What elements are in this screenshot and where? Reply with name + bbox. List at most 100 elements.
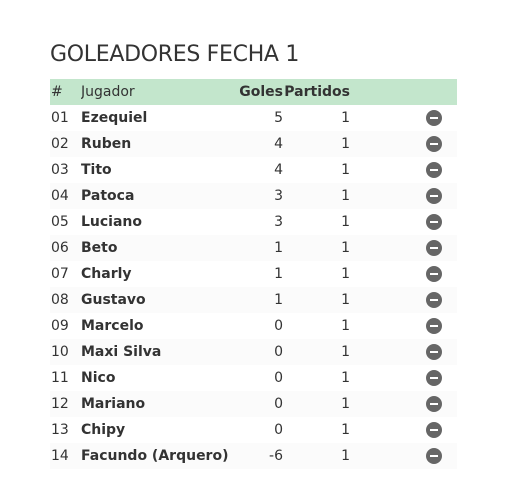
table-row: 14 Facundo (Arquero) -6 1 (50, 443, 457, 469)
row-goals: 5 (274, 110, 283, 126)
row-goals: 1 (274, 292, 283, 308)
scorers-table: # Jugador Goles Partidos 01 Ezequiel 5 1 02 R… (50, 79, 457, 469)
row-player: Ruben (81, 136, 132, 152)
row-action (351, 448, 457, 464)
row-player: Facundo (Arquero) (81, 448, 229, 464)
row-player: Luciano (81, 214, 143, 230)
row-action (351, 422, 457, 438)
row-matches: 1 (341, 240, 350, 256)
row-num: 03 (51, 162, 69, 178)
row-num: 13 (51, 422, 69, 438)
remove-icon[interactable] (426, 110, 442, 126)
remove-icon[interactable] (426, 214, 442, 230)
row-matches: 1 (341, 344, 350, 360)
row-goals: 0 (274, 370, 283, 386)
remove-icon[interactable] (426, 292, 442, 308)
table-header: # Jugador Goles Partidos (50, 79, 457, 105)
table-body: 01 Ezequiel 5 1 02 Ruben 4 1 03 Tito 4 1 04 Patoca 3 1 0… (50, 105, 457, 469)
row-num: 10 (51, 344, 69, 360)
row-goals: 0 (274, 344, 283, 360)
row-matches: 1 (341, 214, 350, 230)
row-matches: 1 (341, 110, 350, 126)
row-goals: -6 (269, 448, 283, 464)
row-player: Chipy (81, 422, 126, 438)
row-num: 14 (51, 448, 69, 464)
header-goals: Goles (239, 84, 283, 100)
table-row: 08 Gustavo 1 1 (50, 287, 457, 313)
row-player: Nico (81, 370, 116, 386)
table-row: 01 Ezequiel 5 1 (50, 105, 457, 131)
row-player: Charly (81, 266, 132, 282)
row-action (351, 162, 457, 178)
row-matches: 1 (341, 318, 350, 334)
table-row: 06 Beto 1 1 (50, 235, 457, 261)
row-num: 06 (51, 240, 69, 256)
row-player: Ezequiel (81, 110, 148, 126)
row-matches: 1 (341, 136, 350, 152)
row-num: 12 (51, 396, 69, 412)
row-action (351, 188, 457, 204)
row-player: Tito (81, 162, 112, 178)
row-matches: 1 (341, 422, 350, 438)
table-row: 12 Mariano 0 1 (50, 391, 457, 417)
row-matches: 1 (341, 162, 350, 178)
row-action (351, 266, 457, 282)
row-goals: 0 (274, 318, 283, 334)
remove-icon[interactable] (426, 240, 442, 256)
row-player: Gustavo (81, 292, 146, 308)
remove-icon[interactable] (426, 318, 442, 334)
row-num: 05 (51, 214, 69, 230)
row-action (351, 318, 457, 334)
remove-icon[interactable] (426, 266, 442, 282)
row-goals: 3 (274, 188, 283, 204)
row-goals: 1 (274, 266, 283, 282)
header-num: # (51, 84, 63, 100)
row-num: 09 (51, 318, 69, 334)
row-num: 04 (51, 188, 69, 204)
row-num: 02 (51, 136, 69, 152)
table-row: 10 Maxi Silva 0 1 (50, 339, 457, 365)
row-action (351, 240, 457, 256)
remove-icon[interactable] (426, 396, 442, 412)
page-title: GOLEADORES FECHA 1 (50, 42, 300, 67)
remove-icon[interactable] (426, 448, 442, 464)
row-goals: 3 (274, 214, 283, 230)
row-num: 01 (51, 110, 69, 126)
remove-icon[interactable] (426, 188, 442, 204)
row-action (351, 110, 457, 126)
table-row: 03 Tito 4 1 (50, 157, 457, 183)
table-row: 09 Marcelo 0 1 (50, 313, 457, 339)
row-matches: 1 (341, 188, 350, 204)
remove-icon[interactable] (426, 370, 442, 386)
row-action (351, 214, 457, 230)
row-player: Patoca (81, 188, 135, 204)
row-goals: 1 (274, 240, 283, 256)
table-row: 13 Chipy 0 1 (50, 417, 457, 443)
remove-icon[interactable] (426, 344, 442, 360)
table-row: 04 Patoca 3 1 (50, 183, 457, 209)
row-player: Maxi Silva (81, 344, 162, 360)
row-action (351, 136, 457, 152)
row-num: 11 (51, 370, 69, 386)
row-matches: 1 (341, 370, 350, 386)
row-action (351, 292, 457, 308)
row-goals: 0 (274, 396, 283, 412)
remove-icon[interactable] (426, 136, 442, 152)
table-row: 05 Luciano 3 1 (50, 209, 457, 235)
row-goals: 4 (274, 136, 283, 152)
row-goals: 0 (274, 422, 283, 438)
header-player: Jugador (81, 84, 135, 100)
row-matches: 1 (341, 266, 350, 282)
row-player: Marcelo (81, 318, 144, 334)
table-row: 11 Nico 0 1 (50, 365, 457, 391)
table-row: 07 Charly 1 1 (50, 261, 457, 287)
table-row: 02 Ruben 4 1 (50, 131, 457, 157)
row-matches: 1 (341, 448, 350, 464)
row-num: 07 (51, 266, 69, 282)
remove-icon[interactable] (426, 162, 442, 178)
row-player: Beto (81, 240, 118, 256)
remove-icon[interactable] (426, 422, 442, 438)
row-action (351, 396, 457, 412)
row-num: 08 (51, 292, 69, 308)
row-action (351, 344, 457, 360)
